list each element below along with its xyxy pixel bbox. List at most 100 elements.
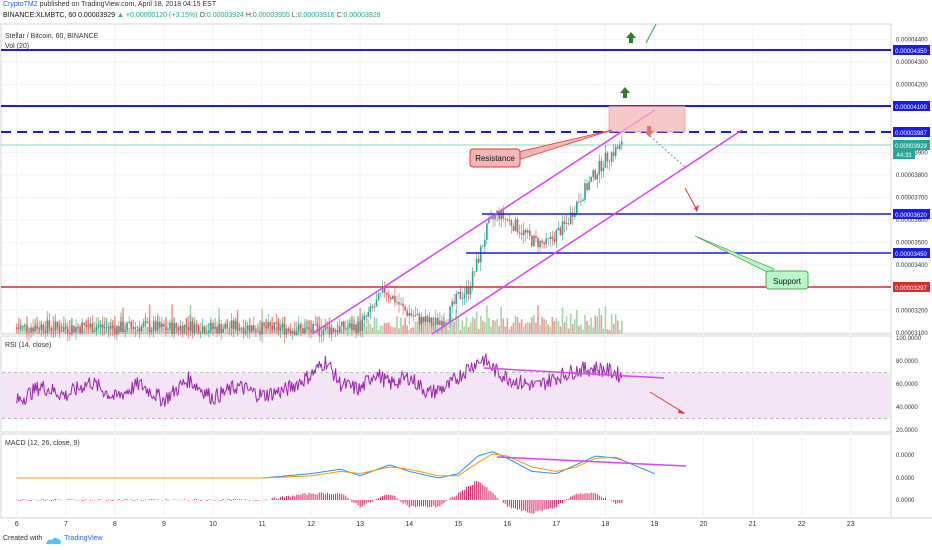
candle-body bbox=[118, 326, 120, 333]
candle-body bbox=[451, 301, 453, 307]
symbol-line: BINANCE:XLMBTC, 60 bbox=[3, 12, 77, 19]
macd-tick-label: 0.0000 bbox=[896, 453, 915, 459]
candle-body bbox=[159, 321, 161, 328]
volume-bar bbox=[543, 319, 545, 334]
candle-body bbox=[347, 327, 349, 329]
volume-bar bbox=[373, 316, 376, 334]
candle-body bbox=[561, 221, 564, 236]
candle-body bbox=[340, 321, 343, 327]
volume-bar bbox=[473, 318, 476, 334]
candle-body bbox=[506, 218, 509, 221]
candle-body bbox=[195, 324, 198, 326]
candle-body bbox=[475, 258, 478, 272]
close-label: C: bbox=[336, 12, 344, 19]
volume-bar bbox=[551, 317, 554, 334]
volume-bar bbox=[367, 319, 370, 334]
candle-body bbox=[54, 321, 57, 331]
volume-bar bbox=[320, 318, 323, 334]
candle-body bbox=[488, 218, 490, 224]
candle-body bbox=[573, 213, 576, 217]
published-text: published on TradingView.com, April 18, … bbox=[39, 1, 217, 8]
time-tick-label: 23 bbox=[847, 521, 855, 528]
volume-bar bbox=[549, 326, 552, 334]
volume-bar bbox=[516, 317, 519, 334]
candle-body bbox=[383, 287, 386, 293]
macd-tick-label: 0.0000 bbox=[896, 476, 915, 482]
rsi-tick-label: 20.0000 bbox=[896, 428, 918, 434]
candle-body bbox=[187, 327, 190, 331]
volume-bar bbox=[422, 317, 425, 334]
support-callout[interactable] bbox=[765, 270, 809, 290]
volume-bar bbox=[396, 316, 398, 334]
resistance-callout[interactable] bbox=[469, 148, 521, 168]
candle-body bbox=[144, 321, 147, 324]
candle-body bbox=[330, 328, 333, 335]
volume-bar bbox=[621, 320, 623, 334]
candle-body bbox=[277, 323, 280, 331]
candle-body bbox=[443, 321, 445, 326]
candle-body bbox=[586, 183, 588, 190]
channel-upper-line[interactable] bbox=[311, 109, 656, 335]
candle-body bbox=[201, 327, 204, 334]
candle-body bbox=[234, 321, 237, 330]
price-tick-label: 0.00003200 bbox=[896, 308, 928, 314]
candle-body bbox=[424, 316, 427, 322]
volume-bar bbox=[377, 329, 380, 334]
candle-body bbox=[279, 327, 282, 331]
candle-body bbox=[97, 326, 100, 328]
volume-bar bbox=[590, 317, 592, 334]
candle-body bbox=[336, 330, 339, 333]
svg-text:0.00003987: 0.00003987 bbox=[895, 131, 927, 137]
candle-body bbox=[361, 319, 363, 331]
volume-bar bbox=[614, 313, 617, 334]
volume-bar bbox=[267, 327, 269, 334]
candle-body bbox=[77, 326, 79, 328]
volume-bar bbox=[529, 322, 531, 334]
volume-bar bbox=[414, 321, 417, 334]
candle-body bbox=[263, 322, 265, 326]
candle-body bbox=[418, 313, 421, 325]
volume-bar bbox=[486, 305, 488, 334]
candle-body bbox=[44, 331, 47, 333]
candle-body bbox=[20, 326, 22, 329]
volume-bar bbox=[471, 316, 474, 334]
candle-body bbox=[107, 326, 110, 329]
volume-bar bbox=[394, 327, 396, 334]
price-tick-label: 0.00003700 bbox=[896, 195, 928, 201]
last-price: 0.00003929 bbox=[78, 12, 116, 19]
candle-body bbox=[426, 316, 429, 323]
green-up-arrow-icon bbox=[620, 87, 630, 98]
candle-body bbox=[203, 327, 206, 334]
candle-body bbox=[582, 199, 584, 202]
volume-bar bbox=[586, 321, 588, 334]
svg-text:0.00004350: 0.00004350 bbox=[895, 49, 927, 55]
volume-bar bbox=[379, 325, 382, 334]
candle-body bbox=[291, 331, 294, 334]
macd-divergence-line[interactable] bbox=[496, 456, 687, 467]
candle-body bbox=[81, 322, 83, 333]
rsi-divergence-line[interactable] bbox=[483, 367, 665, 379]
open-label: O: bbox=[199, 12, 207, 19]
candle-body bbox=[430, 317, 433, 326]
volume-bar bbox=[398, 328, 400, 334]
candle-body bbox=[529, 230, 531, 236]
candle-body bbox=[555, 230, 558, 242]
candle-body bbox=[563, 221, 566, 224]
candle-body bbox=[312, 323, 314, 333]
volume-bar bbox=[608, 329, 611, 334]
publisher-link[interactable]: CryptoTM2 bbox=[3, 1, 38, 8]
volume-bar bbox=[416, 321, 419, 334]
support-label: Support bbox=[773, 277, 802, 286]
candle-body bbox=[492, 216, 494, 220]
price-badge-current: 0.00003929 44:33 bbox=[893, 140, 930, 159]
candle-body bbox=[432, 324, 435, 326]
candle-body bbox=[89, 323, 92, 327]
candle-body bbox=[85, 324, 88, 327]
time-tick-label: 20 bbox=[700, 521, 708, 528]
channel-lower-line[interactable] bbox=[431, 129, 743, 335]
volume-bar bbox=[453, 321, 455, 334]
tradingview-link[interactable]: TradingView bbox=[64, 535, 103, 542]
volume-bar bbox=[508, 329, 511, 334]
price-tick-label: 0.00003800 bbox=[896, 173, 928, 179]
